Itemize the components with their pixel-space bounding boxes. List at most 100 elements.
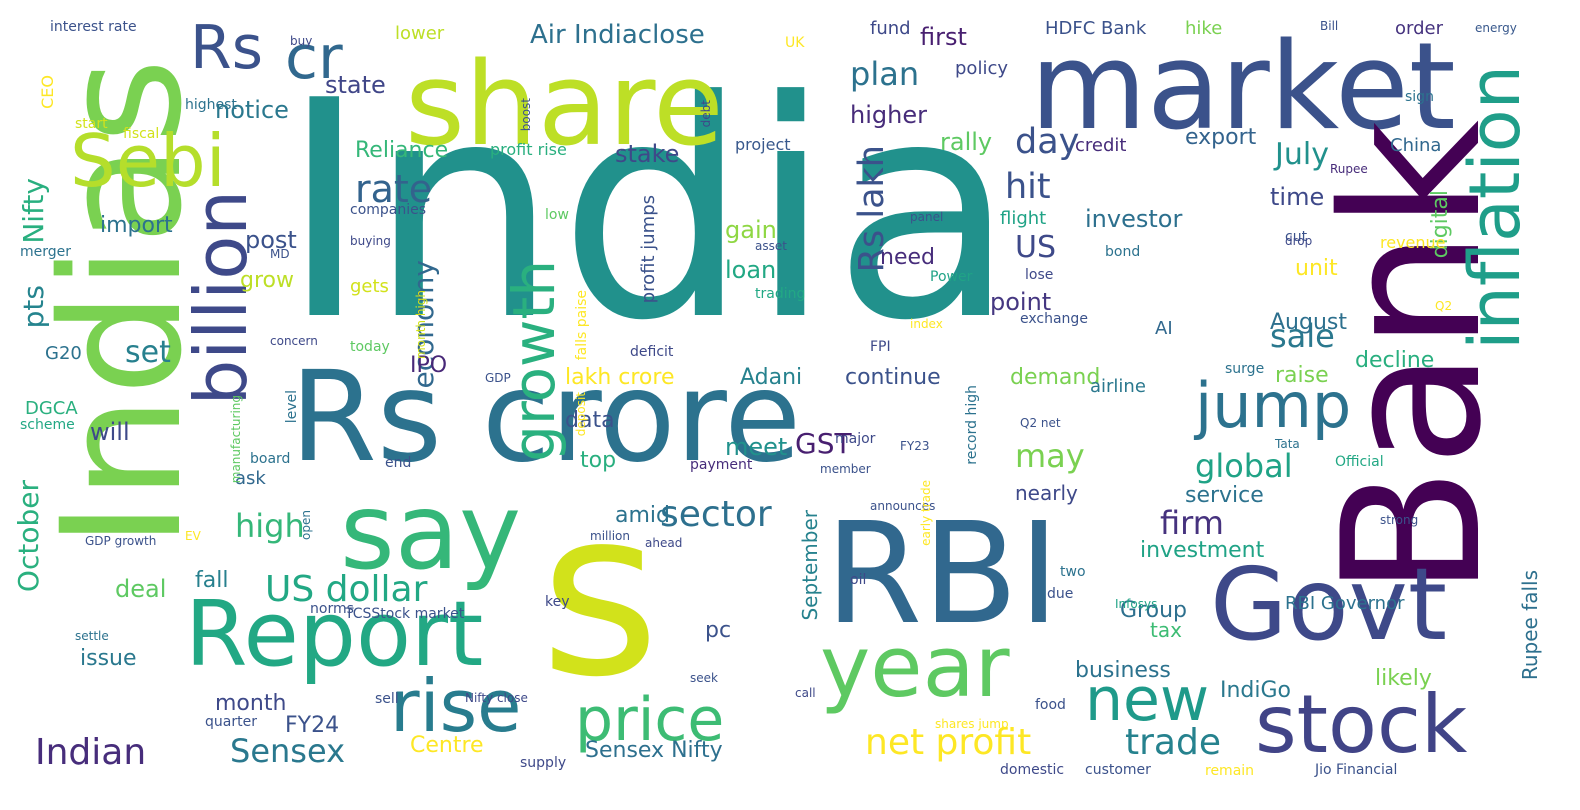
word-post: post [245,226,297,254]
word-shares-jump: shares jump [935,717,1009,731]
word-rbi: RBI [825,493,1060,656]
word-asset: asset [755,239,787,253]
word-jio-financial: Jio Financial [1315,762,1398,778]
word-import: import [100,213,173,238]
word-demand: demand [1010,365,1101,390]
word-fiscal: fiscal [123,126,160,142]
word-strong: strong [1380,513,1419,527]
word-report: Report [185,582,484,687]
word-food: food [1035,697,1066,713]
word-sell: sell [375,691,399,707]
word-gdp: GDP [485,371,511,385]
word-merger: merger [20,244,72,260]
word-trading: trading [755,286,806,302]
word-ipo: IPO [410,353,448,378]
word-raise: raise [1275,363,1329,388]
word-early-trade: early trade [919,480,933,546]
word-indigo: IndiGo [1220,678,1292,703]
word-sign: sign [1405,89,1434,105]
word-highest: highest [185,97,237,113]
word-tcsstock-market: TCSStock market [345,606,465,622]
word-uk: UK [785,35,805,51]
word-companies: companies [350,202,427,218]
word-norms: norms [310,601,354,617]
word-air-indiaclose: Air Indiaclose [530,20,705,50]
word-growth: growth [500,260,568,462]
word-share: share [405,38,724,172]
word-g20: G20 [45,343,82,364]
word-q2-net: Q2 net [1020,416,1061,430]
word-surge: surge [1225,361,1265,377]
word-lose: lose [1025,267,1054,283]
word-decline: decline [1355,348,1435,373]
word-indian: Indian [35,732,147,773]
word-adani: Adani [740,365,803,390]
word-sensex: Sensex [230,732,346,770]
word-reliance: Reliance [355,138,449,163]
word-start: start [75,116,108,132]
word-china: China [1390,135,1442,156]
word-india: India [280,37,1017,386]
word-bill: Bill [1320,19,1339,33]
word-notice: notice [215,96,289,124]
word-september: September [798,510,822,621]
word-ahead: ahead [645,536,683,550]
word-rbi-governor: RBI Governor [1285,593,1405,614]
word-gdp-growth: GDP growth [85,534,157,548]
word-rally: rally [940,128,993,156]
word-policy: policy [955,58,1008,79]
word-concern: concern [270,334,318,348]
word-new: new [1085,665,1210,735]
word-board: board [250,451,291,467]
word-net-profit: net profit [865,722,1032,763]
word-higher: higher [850,101,927,129]
word-august: August [1270,310,1347,335]
word-level: level [284,390,300,424]
word-fy24: FY24 [285,713,340,738]
word-gets: gets [350,276,389,297]
word-hdfc-bank: HDFC Bank [1045,18,1147,39]
word-scheme: scheme [20,417,75,433]
word-rupee: Rupee [1330,162,1368,176]
word-likely: likely [1375,666,1432,691]
word-market: market [1030,18,1456,157]
word-amid: amid [615,503,670,528]
word-lakh-crore: lakh crore [565,365,675,390]
word-falls-paise: falls paise [574,290,590,361]
word-ai: AI [1155,318,1173,339]
word-open: open [299,510,313,540]
word-month: month [215,691,287,716]
word-index: index [910,317,943,331]
word-project: project [735,135,791,154]
word-ev: EV [185,529,201,543]
word-unit: unit [1295,256,1338,281]
word-say: say [340,471,522,593]
word-fall: fall [195,568,229,593]
word-credit: credit [1075,135,1127,156]
word-buying: buying [350,234,391,248]
word-airline: airline [1090,376,1146,397]
word-day: day [1015,122,1080,162]
word-sensex-nifty: Sensex Nifty [585,738,723,763]
word-global: global [1195,447,1293,485]
word-panel: panel [910,210,944,224]
word-investment: investment [1140,538,1265,563]
word-rs: Rs [190,13,263,83]
word-order: order [1395,18,1443,39]
word-boost: boost [519,98,533,132]
word-interest-rate: interest rate [50,19,137,35]
word-key: key [545,594,570,610]
word-end: end [385,455,412,471]
word-hit: hit [1005,167,1051,207]
word-tata: Tata [1275,437,1300,451]
word-oil: oil [850,572,867,588]
word-low: low [545,207,569,223]
word-profit-rise: profit rise [490,140,567,159]
word-drop: drop [1285,234,1313,248]
word-price: price [575,685,725,755]
word-rise: rise [390,664,522,748]
word-quarter: quarter [205,714,257,730]
word-deal: deal [115,575,167,603]
word-sale: sale [1270,317,1335,355]
